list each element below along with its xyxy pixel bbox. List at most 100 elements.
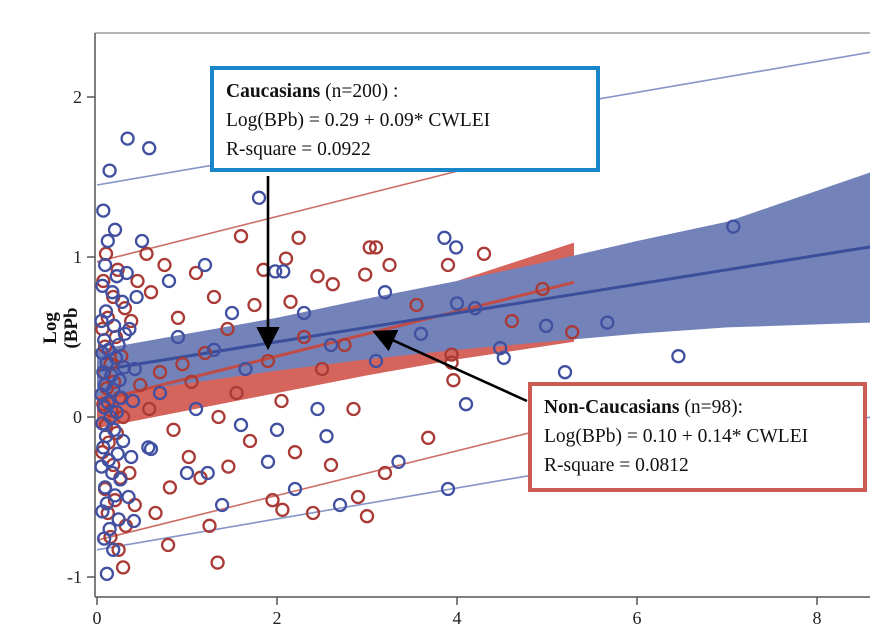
non-caucasian-scatter-point <box>265 493 280 508</box>
caucasian-confidence-band <box>97 172 870 397</box>
caucasian-scatter-point <box>134 233 150 249</box>
caucasian-scatter-point <box>276 264 291 279</box>
caucasian-scatter-point <box>224 305 240 321</box>
non-caucasian-scatter-point <box>565 325 580 340</box>
y-tick-label: 0 <box>73 407 82 427</box>
caucasian-scatter-point <box>310 401 325 417</box>
non-caucasian-scatter-point <box>382 257 397 273</box>
non-caucasian-scatter-point <box>350 489 366 505</box>
non-caucasian-scatter-point <box>197 345 213 361</box>
caucasian-scatter-point <box>115 433 131 449</box>
non-caucasian-scatter-point <box>260 353 276 369</box>
x-tick-label: 4 <box>453 608 462 628</box>
non-caucasian-scatter-point <box>202 518 217 533</box>
caucasian-scatter-point <box>269 422 285 437</box>
caucasian-scatter-point <box>296 305 312 321</box>
annotation-equation: Log(BPb) = 0.29 + 0.09* CWLEI <box>226 110 491 131</box>
caucasian-scatter-point <box>111 512 126 527</box>
y-tick-label: 2 <box>73 87 82 107</box>
caucasian-scatter-point <box>437 230 452 245</box>
caucasian-scatter-point <box>197 257 213 273</box>
non-caucasian-scatter-point <box>377 465 393 481</box>
caucasian-scatter-point <box>95 416 110 431</box>
caucasian-scatter-point <box>102 163 117 178</box>
annotation-equation: Log(BPb) = 0.10 + 0.14* CWLEI <box>544 426 809 447</box>
non-caucasian-scatter-point <box>444 347 459 362</box>
non-caucasian-scatter-point <box>115 560 131 575</box>
caucasian-scatter-point <box>214 497 230 513</box>
group-name: Caucasians <box>226 81 321 102</box>
non-caucasian-scatter-point <box>139 246 154 261</box>
group-n: (n=200) : <box>320 81 399 102</box>
non-caucasian-scatter-point <box>127 497 142 513</box>
non-caucasian-scatter-point <box>181 449 196 465</box>
x-tick-label: 0 <box>93 608 102 628</box>
caucasian-scatter-point <box>233 417 249 433</box>
group-name: Non-Caucasians <box>544 397 680 418</box>
caucasian-scatter-point <box>332 497 348 513</box>
caucasian-scatter-point <box>179 465 195 481</box>
caucasian-scatter-point <box>100 233 115 249</box>
caucasian-scatter-point <box>152 385 168 401</box>
non-caucasian-scatter-point <box>233 229 249 244</box>
caucasian-scatter-point <box>119 265 134 281</box>
non-caucasian-scatter-point <box>103 529 118 545</box>
non-caucasian-scatter-point <box>210 555 225 570</box>
caucasian-scatter-point <box>496 350 511 365</box>
caucasian-scatter-point <box>121 489 136 505</box>
caucasian-scatter-point <box>127 361 142 377</box>
non-caucasian-scatter-point <box>535 281 550 297</box>
x-tick-label: 6 <box>633 608 642 628</box>
caucasian-scatter-point <box>129 289 144 305</box>
caucasian-scatter-point <box>287 481 303 497</box>
non-caucasian-scatter-point <box>160 537 176 553</box>
caucasian-scatter-point <box>170 329 186 345</box>
non-caucasian-scatter-point <box>283 294 298 309</box>
non-caucasian-scatter-point <box>148 505 163 521</box>
caucasian-scatter-point <box>107 222 123 237</box>
annotation-rsquare: R-square = 0.0922 <box>226 139 371 160</box>
caucasian-scatter-point <box>122 321 137 337</box>
non-caucasian-scatter-point <box>274 393 289 409</box>
non-caucasian-scatter-point <box>359 509 375 524</box>
caucasian-scatter-point <box>107 488 123 503</box>
non-caucasian-scatter-point <box>346 401 361 417</box>
caucasian-scatter-point <box>251 190 267 205</box>
non-caucasian-scatter-point <box>305 505 321 521</box>
non-caucasian-scatter-point <box>291 230 306 245</box>
non-caucasian-scatter-point <box>358 267 373 282</box>
non-caucasian-scatter-point <box>444 355 459 370</box>
non-caucasian-scatter-point <box>184 374 199 389</box>
non-caucasian-scatter-point <box>440 257 456 273</box>
non-caucasian-scatter-point <box>97 339 113 354</box>
caucasian-scatter-point <box>94 459 109 474</box>
non-caucasian-scatter-point <box>142 401 157 417</box>
caucasian-scatter-point <box>323 337 339 353</box>
y-axis-title-line2: (BPb <box>61 307 82 349</box>
caucasian-scatter-point <box>95 278 110 293</box>
caucasian-scatter-point <box>449 296 465 311</box>
caucasian-scatter-point <box>319 429 334 444</box>
caucasian-scatter-point <box>124 449 139 465</box>
caucasian-scatter-point <box>96 203 111 218</box>
caucasian-scatter-point <box>97 400 112 415</box>
non-caucasian-scatter-point <box>337 337 352 353</box>
non-caucasian-scatter-point <box>170 310 186 325</box>
caucasian-scatter-point <box>467 301 483 316</box>
caucasian-scatter-point <box>97 531 112 546</box>
y-axis-title-line1: Log <box>40 312 61 344</box>
caucasian-scatter-point <box>448 240 464 255</box>
caucasian-scatter-point <box>141 440 156 455</box>
non-caucasian-scatter-point <box>111 542 126 557</box>
annotation-title: Non-Caucasians (n=98): <box>544 393 851 422</box>
caucasian-scatter-point <box>188 401 204 417</box>
non-caucasian-callout-arrow <box>372 329 528 403</box>
caucasian-scatter-point <box>105 285 120 300</box>
y-axis-title: Log (BPb <box>40 283 130 373</box>
non-caucasian-scatter-point <box>124 313 139 329</box>
non-caucasian-scatter-point <box>368 240 384 255</box>
non-caucasian-scatter-point <box>110 262 125 277</box>
non-caucasian-scatter-point <box>409 297 424 313</box>
non-caucasian-scatter-point <box>275 502 290 517</box>
